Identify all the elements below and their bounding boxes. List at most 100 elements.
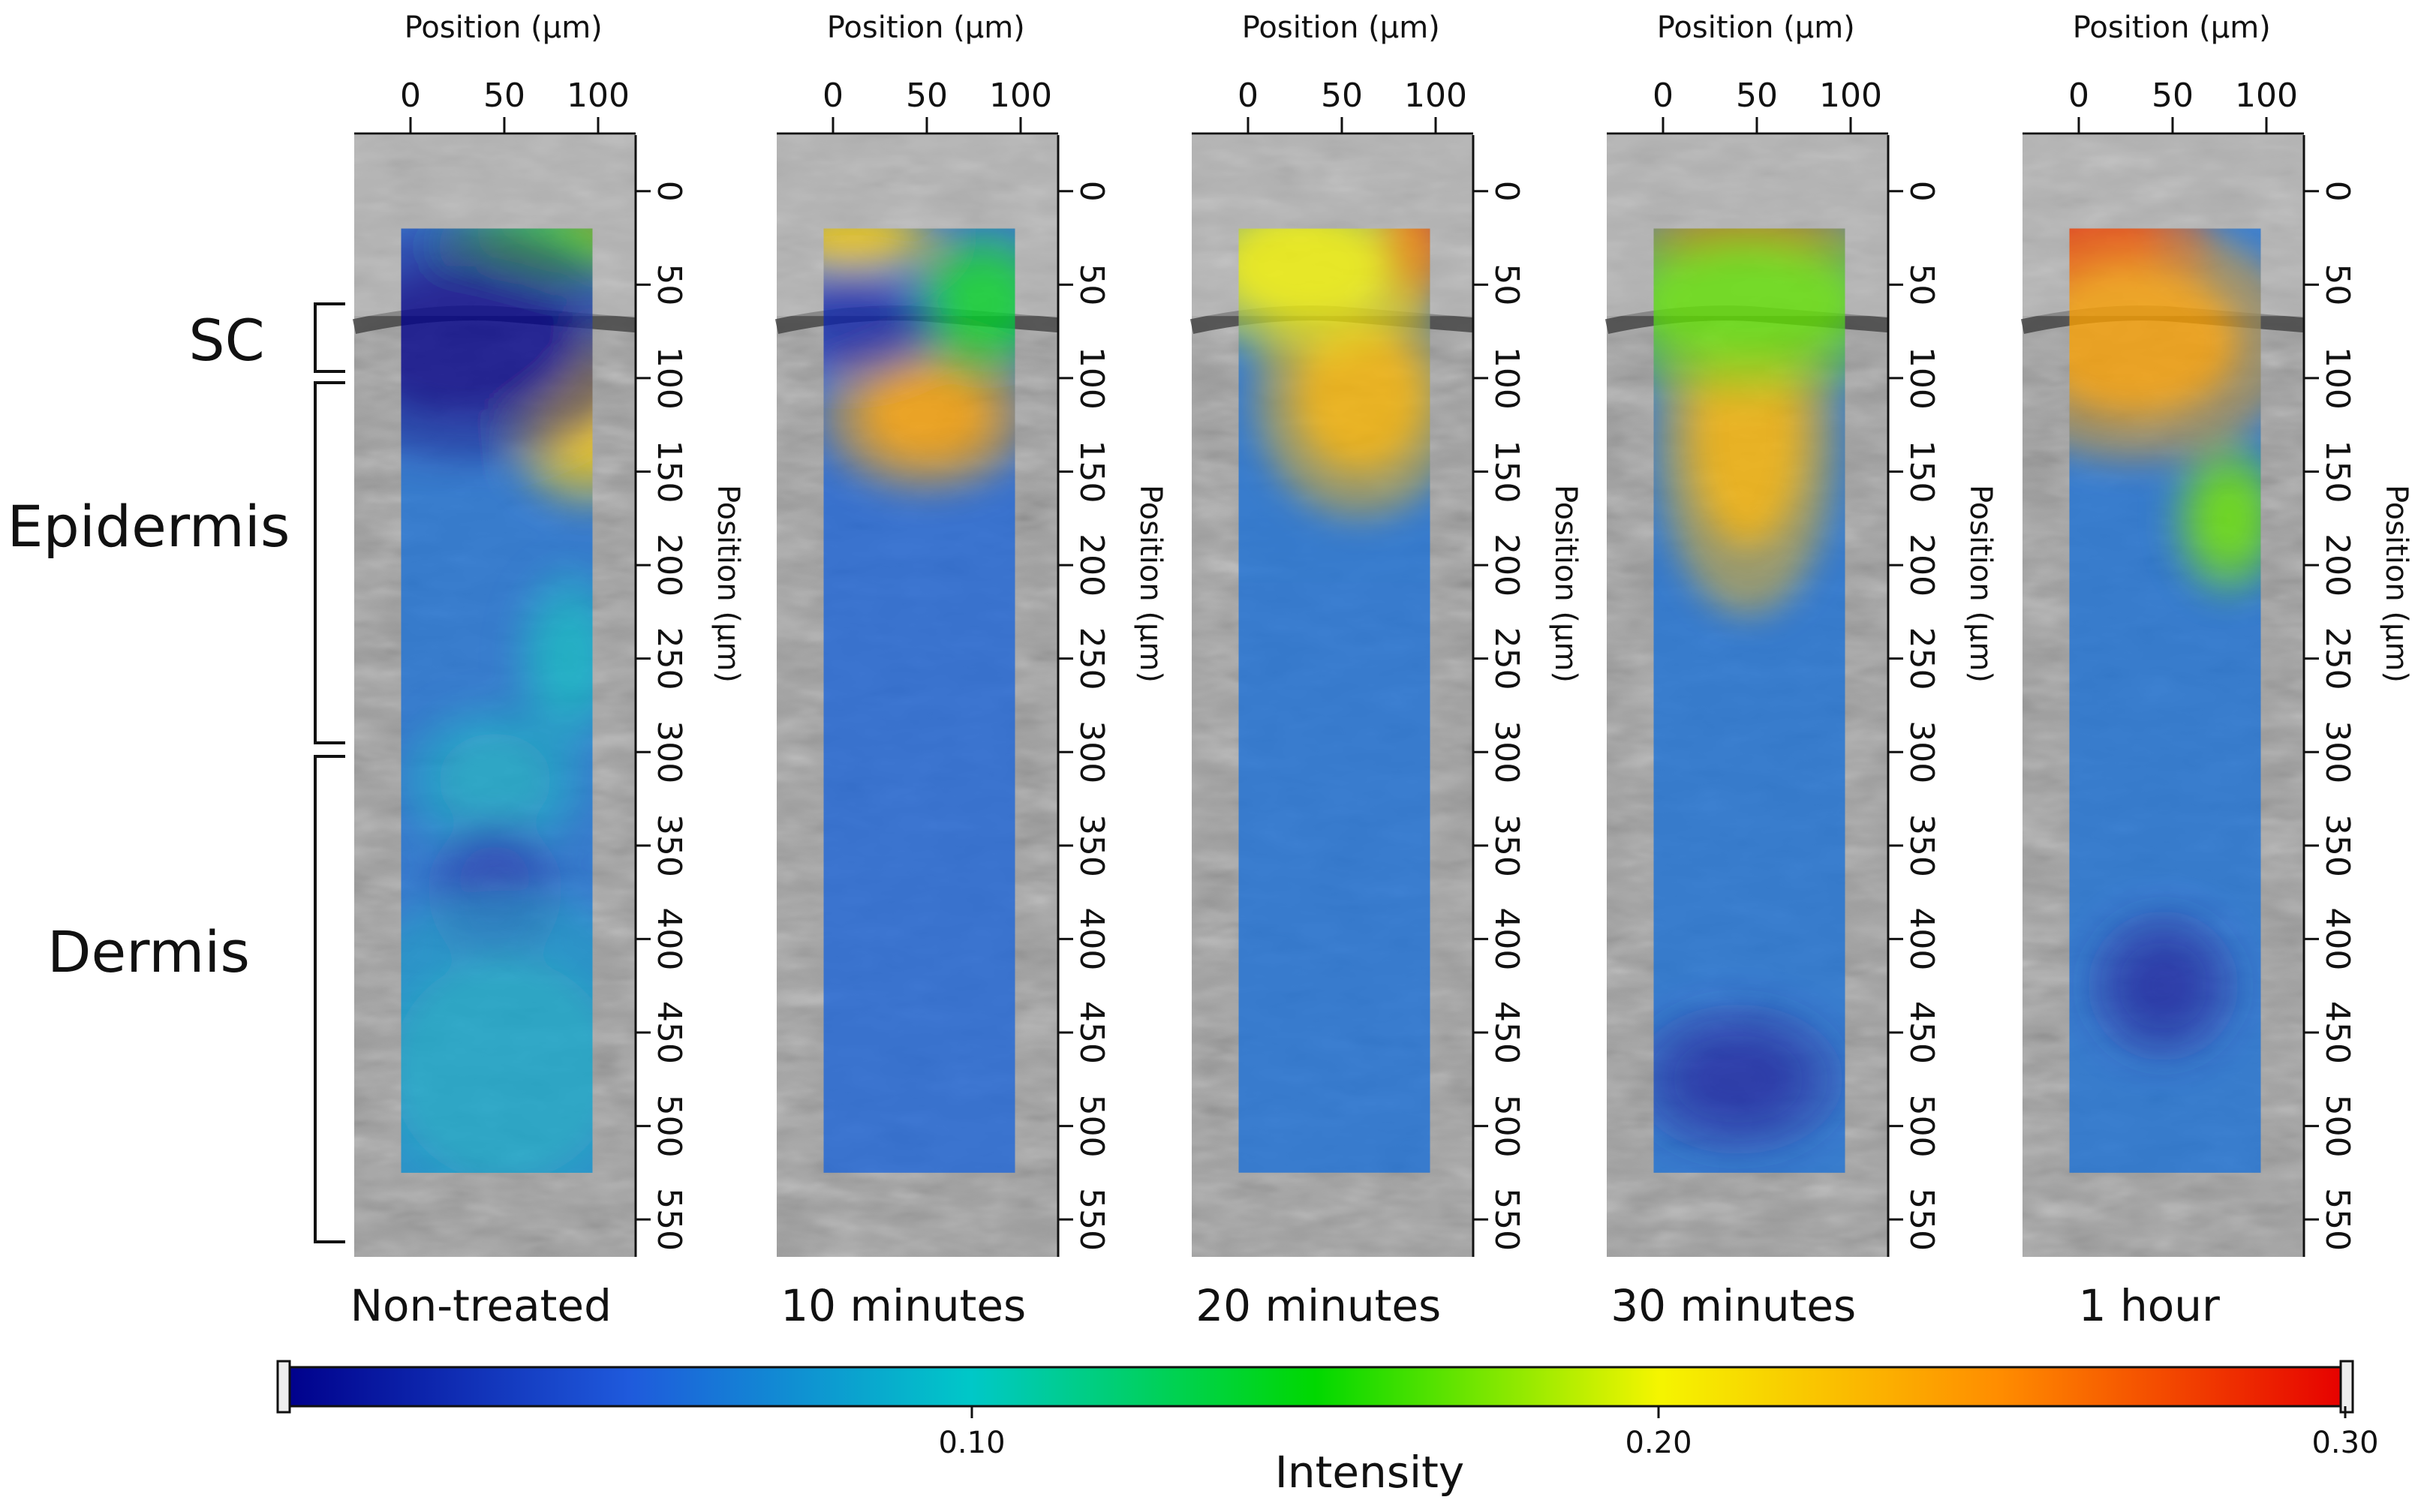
heatmap-blob xyxy=(536,602,593,715)
y-tick-label: 250 xyxy=(1072,627,1111,690)
heatmap-blobs xyxy=(401,228,593,1173)
panel-label: Non-treated xyxy=(350,1280,612,1331)
y-tick-label: 400 xyxy=(1902,907,1941,970)
panel-1: 0 50 100 Position (µm) 0 50 100 150 200 250 300 350… xyxy=(350,11,745,1331)
y-tick-label: 100 xyxy=(2318,347,2356,410)
y-tick-label: 550 xyxy=(650,1188,688,1251)
panel-label: 1 hour xyxy=(2079,1280,2220,1331)
heatmap-blob xyxy=(1653,247,1845,359)
x-axis-title: Position (µm) xyxy=(827,11,1025,45)
y-tick-label: 50 xyxy=(1487,263,1526,305)
heatmap-blob xyxy=(1295,322,1427,472)
x-tick-label: 0 xyxy=(2068,77,2089,115)
y-tick-label: 300 xyxy=(650,720,688,783)
heatmap-blob xyxy=(823,228,908,260)
y-tick-label: 450 xyxy=(1072,1001,1111,1064)
x-tick-label: 0 xyxy=(823,77,844,115)
heatmap-blob xyxy=(2116,939,2210,1033)
colorbar-tick-label: 0.10 xyxy=(938,1426,1005,1460)
y-tick-label: 150 xyxy=(2318,440,2356,503)
y-tick-label: 150 xyxy=(1487,440,1526,503)
y-axis-title: Position (µm) xyxy=(2379,485,2413,683)
y-tick-label: 200 xyxy=(1487,534,1526,597)
colorbar-gradient xyxy=(284,1366,2347,1408)
heatmap xyxy=(823,228,1015,1173)
heatmap-blobs xyxy=(1238,228,1430,517)
x-tick-label: 100 xyxy=(1404,77,1467,115)
x-axis-title: Position (µm) xyxy=(1242,11,1440,45)
y-tick-label: 50 xyxy=(2318,263,2356,305)
heatmap xyxy=(1653,228,1845,1173)
y-tick-label: 200 xyxy=(2318,534,2356,597)
y-tick-label: 350 xyxy=(650,814,688,877)
y-tick-label: 100 xyxy=(650,347,688,410)
y-tick-label: 550 xyxy=(1902,1188,1941,1251)
layer-label-dermis: Dermis xyxy=(47,918,250,985)
y-tick-label: 100 xyxy=(1487,347,1526,410)
y-tick-label: 200 xyxy=(650,534,688,597)
dermis-bracket xyxy=(314,755,345,1243)
colorbar-min-handle xyxy=(276,1360,291,1414)
y-axis-title: Position (µm) xyxy=(1548,485,1583,683)
colorbar: 0.10 0.20 0.30 Intensity xyxy=(276,1360,2379,1498)
y-tick-label: 0 xyxy=(2318,181,2356,202)
y-tick-label: 150 xyxy=(650,440,688,503)
y-tick-label: 450 xyxy=(1487,1001,1526,1064)
x-tick-label: 0 xyxy=(400,77,421,115)
y-axis-title: Position (µm) xyxy=(1133,485,1168,683)
y-tick-label: 450 xyxy=(650,1001,688,1064)
panel-label: 30 minutes xyxy=(1610,1280,1856,1331)
x-tick-label: 100 xyxy=(989,77,1052,115)
panel-5: 0 50 100 Position (µm) 0 50 100 150 200 250 300 350… xyxy=(2020,11,2413,1331)
heatmap-blobs xyxy=(1653,228,1845,1154)
x-tick-label: 100 xyxy=(2235,77,2298,115)
y-tick-label: 250 xyxy=(2318,627,2356,690)
x-axis-title: Position (µm) xyxy=(405,11,603,45)
y-tick-label: 200 xyxy=(1902,534,1941,597)
y-tick-label: 250 xyxy=(1902,627,1941,690)
heatmap-blob xyxy=(823,288,908,356)
y-tick-label: 450 xyxy=(1902,1001,1941,1064)
x-tick-label: 50 xyxy=(483,77,525,115)
y-tick-label: 500 xyxy=(650,1095,688,1158)
y-tick-label: 300 xyxy=(1902,720,1941,783)
y-tick-label: 100 xyxy=(1902,347,1941,410)
y-tick-label: 50 xyxy=(650,263,688,305)
y-tick-label: 550 xyxy=(1487,1188,1526,1251)
heatmap-blobs xyxy=(2069,228,2261,1061)
x-tick-label: 0 xyxy=(1238,77,1259,115)
heatmap-blob xyxy=(1672,1033,1804,1126)
y-tick-label: 300 xyxy=(1487,720,1526,783)
layer-label-epidermis: Epidermis xyxy=(7,493,290,560)
panel-label: 10 minutes xyxy=(780,1280,1026,1331)
heatmap-blob xyxy=(2069,266,2239,416)
y-tick-label: 400 xyxy=(650,907,688,970)
y-tick-label: 450 xyxy=(2318,1001,2356,1064)
x-tick-label: 100 xyxy=(567,77,630,115)
heatmap-blob xyxy=(401,957,593,1173)
y-tick-label: 550 xyxy=(2318,1188,2356,1251)
y-tick-label: 500 xyxy=(2318,1095,2356,1158)
y-tick-label: 0 xyxy=(1487,181,1526,202)
y-tick-label: 200 xyxy=(1072,534,1111,597)
y-tick-label: 50 xyxy=(1072,263,1111,305)
y-tick-label: 500 xyxy=(1072,1095,1111,1158)
sc-bracket xyxy=(314,302,345,373)
colorbar-ticks: 0.10 0.20 0.30 xyxy=(938,1406,2379,1460)
heatmap xyxy=(1238,228,1430,1173)
epidermis-bracket xyxy=(314,381,345,744)
layer-annotations: SC Epidermis Dermis xyxy=(7,302,345,1243)
heatmap-blob xyxy=(2195,471,2261,566)
y-tick-label: 150 xyxy=(1902,440,1941,503)
y-tick-label: 350 xyxy=(1487,814,1526,877)
colorbar-max-handle xyxy=(2339,1360,2354,1414)
y-tick-label: 400 xyxy=(1072,907,1111,970)
y-tick-label: 400 xyxy=(1487,907,1526,970)
x-tick-label: 50 xyxy=(1736,77,1778,115)
y-tick-label: 350 xyxy=(1072,814,1111,877)
x-tick-label: 50 xyxy=(906,77,948,115)
heatmap-blob xyxy=(401,266,579,416)
y-tick-label: 250 xyxy=(1487,627,1526,690)
y-tick-label: 0 xyxy=(1902,181,1941,202)
